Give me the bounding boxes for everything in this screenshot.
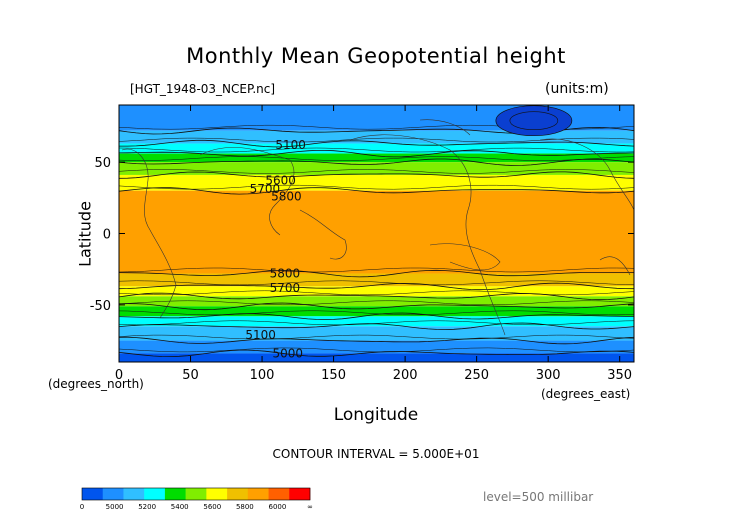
contour-line-minor-3 bbox=[118, 156, 635, 161]
contour-line-minor-9 bbox=[118, 300, 635, 306]
x-unit-label: (degrees_east) bbox=[541, 387, 631, 401]
contour-label-0: 5100 bbox=[275, 138, 306, 152]
contour-label-7: 5000 bbox=[273, 346, 304, 360]
colorbar-frame bbox=[81, 487, 311, 501]
x-tick-label-350: 350 bbox=[607, 368, 632, 383]
x-tick-label-0: 0 bbox=[115, 368, 123, 383]
colorbar-swatch-8 bbox=[247, 488, 269, 500]
contour-label-3: 5600 bbox=[265, 174, 296, 188]
colorbar-label-6: 6000 bbox=[269, 503, 287, 511]
contour-label-2: 5700 bbox=[250, 182, 281, 196]
colorbar-label-4: 5600 bbox=[203, 503, 221, 511]
contour-line-minor-6 bbox=[118, 267, 635, 273]
coastline-5 bbox=[539, 138, 635, 211]
colorbar-label-5: 5800 bbox=[236, 503, 254, 511]
coastline-3 bbox=[349, 134, 506, 336]
contour-line-minor-13 bbox=[118, 347, 635, 353]
y-tick-label-50: 50 bbox=[94, 156, 111, 171]
colorbar-label-1: 5000 bbox=[106, 503, 124, 511]
colorbar-swatch-5 bbox=[185, 488, 207, 500]
contour-line-4 bbox=[118, 171, 635, 179]
colorbar-label-3: 5400 bbox=[171, 503, 189, 511]
colorbar-swatch-9 bbox=[268, 488, 290, 500]
contour-line-3 bbox=[118, 158, 635, 166]
contour-line-6 bbox=[118, 269, 635, 278]
units-label: (units:m) bbox=[545, 81, 609, 97]
contour-label-6: 5100 bbox=[245, 328, 276, 342]
band-13 bbox=[119, 340, 634, 354]
band-11 bbox=[119, 316, 634, 327]
contour-interval-text: CONTOUR INTERVAL = 5.000E+01 bbox=[272, 447, 480, 461]
coastline-7 bbox=[429, 243, 501, 271]
contour-line-12 bbox=[118, 336, 635, 345]
x-tick-label-250: 250 bbox=[464, 368, 489, 383]
x-axis-label: Longitude bbox=[333, 405, 419, 425]
colorbar-label-2: 5200 bbox=[138, 503, 156, 511]
contour-line-1 bbox=[119, 139, 635, 148]
contour-label-5: 5700 bbox=[270, 281, 301, 295]
colorbar-swatch-2 bbox=[123, 488, 145, 500]
contour-line-minor-4 bbox=[118, 169, 635, 174]
contour-line-minor-1 bbox=[118, 137, 635, 143]
band-7 bbox=[119, 273, 634, 287]
contour-line-9 bbox=[118, 302, 635, 311]
contour-line-13 bbox=[118, 349, 635, 358]
colorbar-swatch-4 bbox=[164, 488, 186, 500]
contour-line-7 bbox=[118, 282, 635, 291]
y-tick-label-0: 0 bbox=[103, 228, 111, 243]
coastline-6 bbox=[599, 256, 631, 276]
x-tick-label-200: 200 bbox=[393, 368, 418, 383]
band-12 bbox=[119, 326, 634, 341]
contour-line-minor-5 bbox=[118, 184, 635, 190]
colorbar-swatch-0 bbox=[82, 488, 104, 500]
colorbar-swatch-3 bbox=[144, 488, 166, 500]
colorbar-swatch-6 bbox=[206, 488, 228, 500]
colorbar-label-7: ∞ bbox=[307, 503, 313, 511]
x-tick-label-50: 50 bbox=[182, 368, 199, 383]
x-tick-label-150: 150 bbox=[321, 368, 346, 383]
contour-line-11 bbox=[118, 322, 635, 331]
contour-line-minor-12 bbox=[118, 334, 635, 340]
band-6 bbox=[119, 190, 634, 274]
level-text: level=500 millibar bbox=[483, 490, 594, 504]
contour-line-5 bbox=[118, 187, 635, 195]
y-unit-label: (degrees_north) bbox=[48, 377, 144, 391]
contour-line-minor-2 bbox=[118, 147, 635, 153]
band-3 bbox=[119, 153, 634, 163]
x-tick-label-300: 300 bbox=[536, 368, 561, 383]
polar-low-feature bbox=[495, 105, 573, 137]
contour-line-minor-11 bbox=[118, 320, 635, 326]
file-label: [HGT_1948-03_NCEP.nc] bbox=[130, 82, 276, 96]
band-2 bbox=[119, 143, 634, 154]
contour-line-10 bbox=[118, 312, 635, 321]
coastline-4 bbox=[419, 119, 471, 136]
coastline-1 bbox=[199, 147, 295, 236]
contour-line-minor-8 bbox=[118, 290, 635, 296]
coastline-2 bbox=[299, 209, 347, 260]
contour-label-1: 5800 bbox=[271, 189, 302, 203]
x-tick-label-100: 100 bbox=[250, 368, 275, 383]
contour-line-minor-10 bbox=[118, 310, 635, 316]
y-tick-label--50: -50 bbox=[90, 299, 111, 314]
band-14 bbox=[119, 353, 634, 362]
colorbar-label-0: 0 bbox=[80, 503, 84, 511]
band-10 bbox=[119, 306, 634, 317]
band-9 bbox=[119, 296, 634, 307]
contour-line-minor-7 bbox=[118, 280, 635, 286]
colorbar-swatch-1 bbox=[102, 488, 124, 500]
contour-line-2 bbox=[118, 150, 635, 158]
band-8 bbox=[119, 286, 634, 297]
colorbar-swatch-10 bbox=[289, 488, 311, 500]
colorbar-swatch-7 bbox=[227, 488, 249, 500]
chart-title: Monthly Mean Geopotential height bbox=[186, 44, 566, 68]
contour-label-4: 5800 bbox=[270, 266, 301, 280]
coastline-0 bbox=[121, 148, 177, 319]
polar-low-inner-contour bbox=[509, 111, 559, 131]
